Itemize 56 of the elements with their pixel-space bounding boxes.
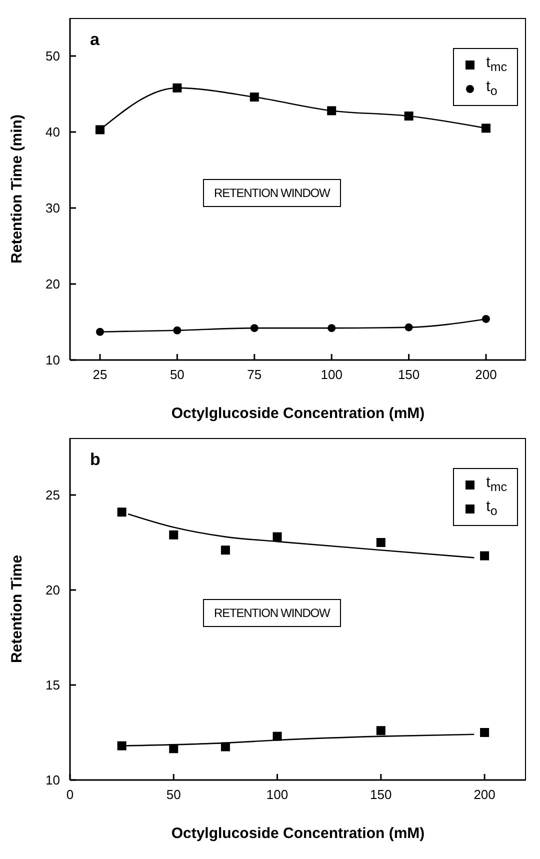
point	[376, 726, 386, 736]
y-tick-label: 10	[46, 352, 60, 368]
x-tick-label: 100	[266, 787, 288, 802]
x-tick-label: 25	[92, 367, 108, 382]
legend-label: t$_{mc}$	[486, 473, 507, 496]
x-tick-label: 150	[398, 367, 420, 382]
point	[220, 742, 230, 752]
x-axis-title: Octylglucoside Concentration (mM)	[171, 405, 425, 422]
point	[480, 728, 490, 737]
y-tick-label: 25	[46, 488, 60, 503]
text: b	[90, 450, 100, 470]
y-tick-label: 20	[46, 582, 60, 598]
point	[169, 530, 178, 540]
point	[404, 112, 414, 121]
x-tick-label: 50	[170, 367, 184, 382]
y-tick-label: 40	[46, 124, 60, 140]
x-tick-label: 100	[320, 367, 342, 382]
point	[96, 328, 104, 336]
annotation: RETENTION WINDOW	[203, 598, 341, 627]
x-tick-label: 200	[475, 367, 497, 382]
y-tick-label: 50	[46, 48, 60, 64]
point	[250, 324, 258, 332]
text: a	[90, 30, 100, 50]
legend-label: t$_{mc}$	[486, 53, 507, 76]
point	[220, 546, 230, 555]
y-tick-label: 30	[46, 200, 60, 216]
point	[96, 125, 104, 134]
point	[376, 538, 386, 547]
y-tick-label: 15	[46, 678, 60, 693]
point	[480, 551, 490, 560]
point	[117, 741, 126, 750]
point	[328, 324, 336, 332]
x-tick-label: 50	[166, 787, 181, 802]
x-tick-label: 150	[370, 787, 392, 802]
x-tick-label: 75	[247, 367, 262, 382]
y-tick-label: 20	[46, 276, 60, 292]
point	[172, 83, 182, 92]
y-tick-label: 10	[46, 772, 60, 788]
x-axis-title: Octylglucoside Concentration (mM)	[171, 825, 425, 842]
point	[250, 92, 259, 102]
annotation: RETENTION WINDOW	[203, 178, 341, 207]
point	[117, 508, 126, 517]
point	[327, 106, 336, 116]
point	[482, 314, 490, 323]
legend-label: t$_{o}$	[486, 497, 498, 520]
point	[173, 326, 182, 334]
point	[169, 744, 178, 754]
point	[404, 323, 413, 332]
legend-label: t$_{o}$	[486, 77, 498, 100]
x-tick-label: 0	[66, 787, 74, 802]
x-tick-label: 200	[474, 787, 496, 802]
point	[272, 532, 282, 542]
point	[272, 732, 282, 741]
y-axis-title: Retention Time	[8, 554, 26, 664]
point	[482, 124, 490, 133]
y-axis-title: Retention Time (min)	[8, 114, 26, 264]
